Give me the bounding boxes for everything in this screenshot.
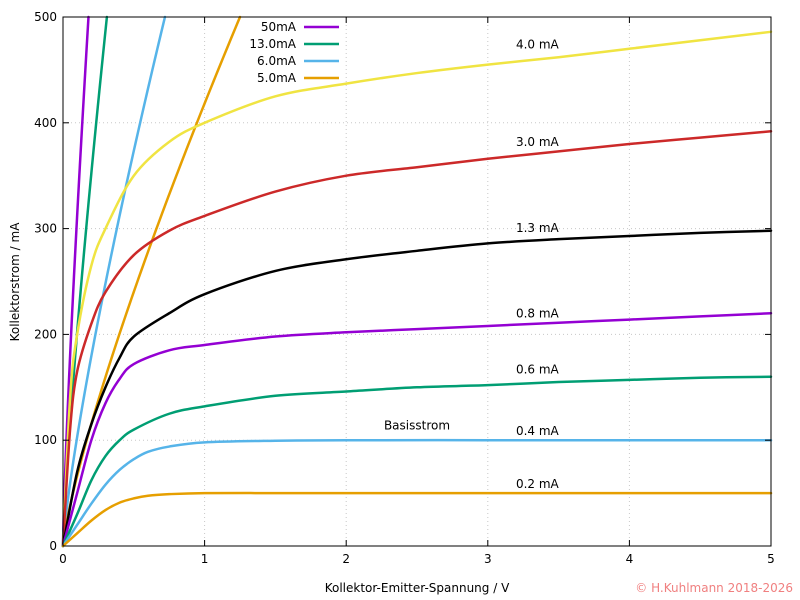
legend-label-13-0ma: 13.0mA [249, 37, 296, 51]
curve-labels: 4.0 mA 3.0 mA 1.3 mA 0.8 mA 0.6 mA 0.4 mA 0.2 … [384, 38, 560, 491]
x-tick-label: 3 [484, 552, 492, 566]
y-axis-label: Kollektorstrom / mA [8, 222, 22, 342]
x-tick-label: 1 [201, 552, 209, 566]
series-0-4ma-line [61, 438, 773, 548]
plot-frame [62, 16, 772, 547]
series-3-0ma-label: 3.0 mA [516, 135, 560, 149]
basisstrom-annotation: Basisstrom [384, 419, 450, 433]
series-1-3ma-label: 1.3 mA [516, 221, 560, 235]
series-4-0ma-line [61, 30, 773, 548]
y-tick-label: 400 [34, 116, 57, 130]
series-0-8ma-label: 0.8 mA [516, 306, 560, 320]
series-0-4ma-label: 0.4 mA [516, 424, 560, 438]
series-0-6ma-line [61, 375, 773, 548]
y-tick-label: 200 [34, 327, 57, 341]
legend-label-50ma: 50mA [261, 20, 297, 34]
series-0-6ma-label: 0.6 mA [516, 363, 560, 377]
curves [61, 15, 773, 548]
x-tick-label: 5 [767, 552, 775, 566]
series-0-2ma-line [61, 491, 773, 548]
series-4-0ma-label: 4.0 mA [516, 38, 560, 52]
series-6-0ma-line [61, 15, 167, 548]
ticks: 0 1 2 3 4 5 0 100 200 300 400 500 [34, 10, 775, 566]
y-tick-label: 100 [34, 433, 57, 447]
legend-label-6-0ma: 6.0mA [257, 54, 297, 68]
series-3-0ma-line [61, 130, 773, 548]
x-tick-label: 4 [626, 552, 634, 566]
y-tick-label: 500 [34, 10, 57, 24]
x-axis-label: Kollektor-Emitter-Spannung / V [325, 581, 510, 595]
x-tick-label: 2 [342, 552, 350, 566]
series-0-8ma-line [61, 311, 773, 548]
y-tick-label: 0 [49, 539, 57, 553]
legend-label-5-0ma: 5.0mA [257, 71, 297, 85]
series-0-2ma-label: 0.2 mA [516, 477, 560, 491]
series-1-3ma-line [61, 229, 773, 548]
copyright-notice: © H.Kuhlmann 2018-2026 [635, 581, 793, 595]
grid [63, 17, 771, 546]
y-tick-label: 300 [34, 222, 57, 236]
x-tick-label: 0 [59, 552, 67, 566]
legend: 50mA 13.0mA 6.0mA 5.0mA [249, 20, 339, 85]
